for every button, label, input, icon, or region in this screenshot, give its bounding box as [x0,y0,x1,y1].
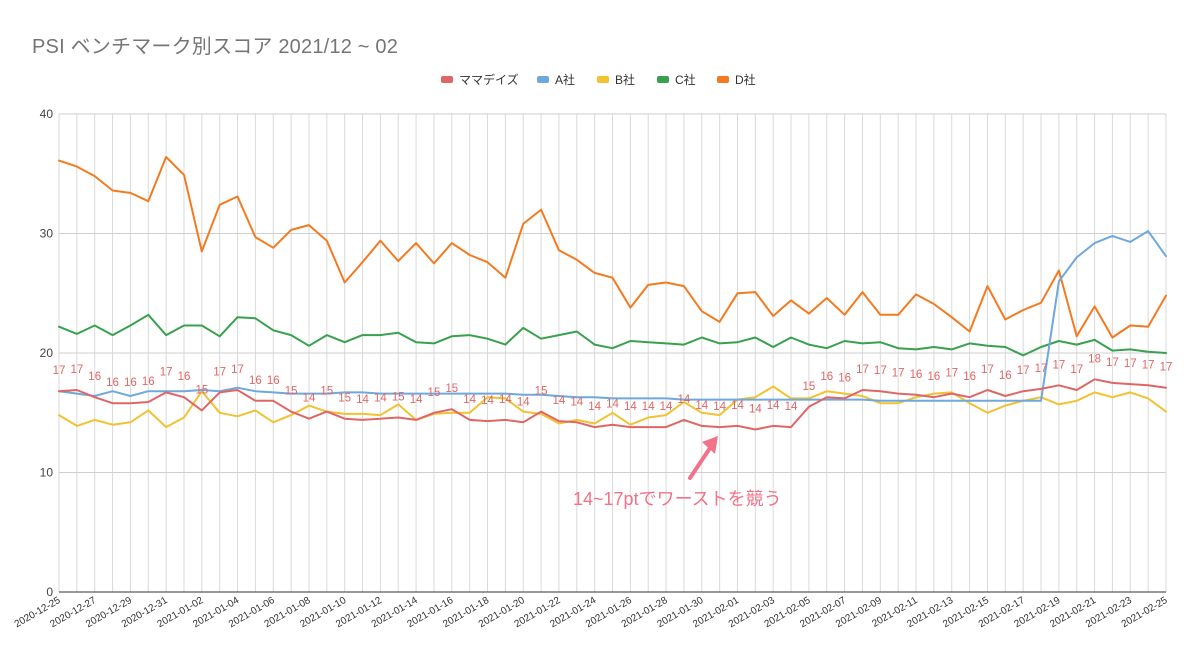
data-label: 14 [570,396,583,408]
data-label: 15 [338,393,351,405]
legend-swatch [441,76,453,83]
data-label: 14 [642,401,655,413]
series-line [58,378,1167,431]
legend-label: ママデイズ [459,72,519,87]
data-label: 17 [981,364,994,376]
data-label: 17 [1052,359,1065,371]
data-label: 17 [1160,362,1173,374]
data-label: 17 [53,365,66,377]
x-axis: 2020-12-252020-12-272020-12-292020-12-31… [13,595,1170,630]
legend-label: A社 [555,72,575,87]
series-line [58,313,1167,357]
data-label: 14 [624,401,637,413]
annotation-arrow-head [702,436,718,454]
data-label: 16 [963,371,976,383]
data-label: 15 [535,386,548,398]
series-line [58,230,1167,402]
annotation-text: 14~17ptでワーストを競う [573,489,782,509]
data-label: 15 [285,386,298,398]
data-label: 17 [892,368,905,380]
annotation: 14~17ptでワーストを競う [573,436,782,509]
legend-label: C社 [675,72,696,87]
data-label: 14 [517,396,530,408]
data-label: 16 [142,376,155,388]
data-label: 17 [1070,364,1083,376]
data-label: 14 [749,403,762,415]
data-label: 14 [356,394,369,406]
data-label: 14 [410,394,423,406]
legend-label: D社 [735,72,756,87]
data-label: 17 [874,365,887,377]
data-label: 16 [838,372,851,384]
y-tick-label: 10 [40,466,54,480]
legend-swatch [657,76,669,83]
legend-swatch [537,76,549,83]
data-label: 16 [820,371,833,383]
data-label: 14 [660,401,673,413]
y-tick-label: 0 [46,585,53,599]
data-label: 14 [731,400,744,412]
y-axis: 0 10 20 30 40 [40,107,54,599]
legend-swatch [597,76,609,83]
series-lines [58,156,1167,431]
data-label: 15 [803,381,816,393]
data-label: 15 [428,387,441,399]
data-label: 17 [1017,365,1030,377]
data-label: 18 [1088,353,1101,365]
data-label: 14 [695,400,708,412]
grid [58,113,1167,593]
data-label: 14 [767,400,780,412]
data-label: 17 [213,366,226,378]
legend-label: B社 [615,72,635,87]
data-label: 17 [1142,359,1155,371]
y-tick-label: 30 [40,227,54,241]
data-label: 16 [927,371,940,383]
data-label: 17 [856,364,869,376]
y-tick-label: 20 [40,346,54,360]
data-label: 16 [88,371,101,383]
data-label: 14 [374,393,387,405]
data-label: 17 [1106,357,1119,369]
data-label: 16 [910,369,923,381]
data-label: 14 [785,401,798,413]
data-label: 16 [999,370,1012,382]
data-label: 14 [481,395,494,407]
data-label: 16 [106,377,119,389]
data-label: 17 [1035,363,1048,375]
annotation-arrow-shaft [688,443,714,480]
data-label: 14 [499,394,512,406]
data-label: 16 [178,371,191,383]
y-tick-label: 40 [40,107,54,121]
data-label: 17 [160,366,173,378]
legend-swatch [717,76,729,83]
legend: ママデイズ A社 B社 C社 D社 [441,72,756,87]
series-line [58,156,1167,339]
data-label: 17 [1124,358,1137,370]
series-line [58,385,1167,429]
data-label: 15 [195,384,208,396]
data-label: 16 [267,375,280,387]
data-label: 14 [678,394,691,406]
data-label: 15 [445,383,458,395]
data-label: 17 [945,368,958,380]
chart-title: PSI ベンチマーク別スコア 2021/12 ~ 02 [32,36,399,58]
data-labels: 17 17 16 16 16 16 17 16 15 17 17 16 16 15 14 15 15 14 14 15… [53,353,1173,415]
data-label: 14 [713,401,726,413]
data-label: 14 [553,395,566,407]
data-label: 14 [588,401,601,413]
data-label: 17 [231,364,244,376]
data-label: 14 [606,399,619,411]
data-label: 14 [303,393,316,405]
data-label: 16 [249,375,262,387]
data-label: 15 [392,392,405,404]
data-label: 17 [70,364,83,376]
data-label: 16 [124,377,137,389]
data-label: 15 [320,386,333,398]
data-label: 14 [463,394,476,406]
